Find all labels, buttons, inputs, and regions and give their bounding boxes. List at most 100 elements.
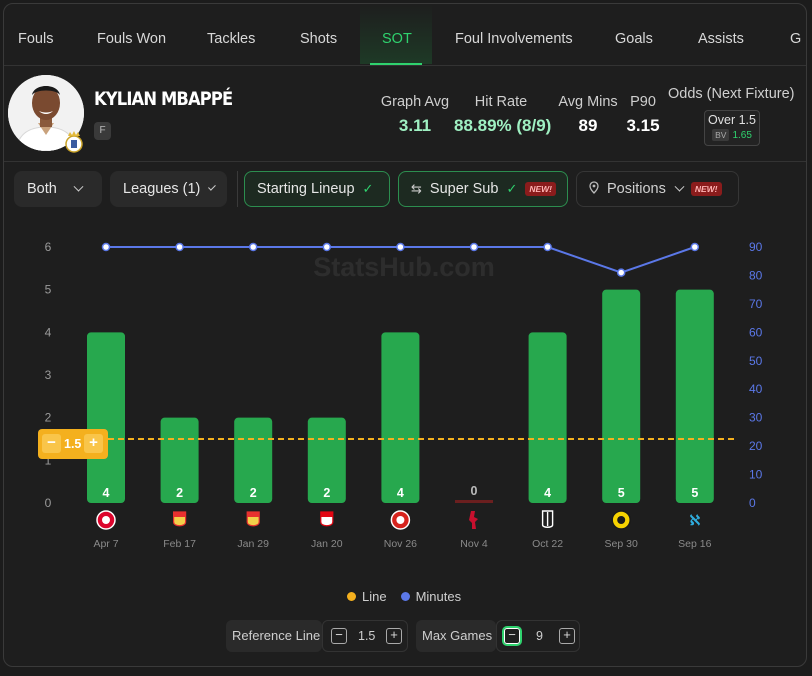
player-avatar (8, 75, 84, 151)
reference-line-control-label: Reference Line (226, 620, 322, 652)
super-sub-toggle[interactable]: ⇆ Super Sub ✓ NEW! (398, 171, 568, 207)
tab-assists[interactable]: Assists (698, 31, 744, 47)
bar-value-label: 4 (544, 486, 551, 500)
stat-tabs: Fouls Fouls Won Tackles Shots SOT Foul I… (4, 4, 806, 66)
reference-line-plus-button[interactable]: + (386, 628, 402, 644)
minutes-line (101, 242, 700, 277)
juventus-crest-icon (541, 510, 554, 528)
bar (675, 289, 714, 503)
positions-dropdown[interactable]: Positions NEW! (576, 171, 739, 207)
crest-shape: ℵ (690, 512, 701, 528)
minutes-point (248, 242, 258, 252)
tab-fouls-won[interactable]: Fouls Won (97, 31, 167, 47)
crest-shape (617, 516, 626, 524)
benfica-crest-icon (246, 511, 260, 527)
player-stats-panel: Fouls Fouls Won Tackles Shots SOT Foul I… (3, 3, 807, 667)
tab-shots[interactable]: Shots (300, 31, 338, 47)
reference-line-widget[interactable]: − 1.5 + (38, 429, 108, 459)
bar-value-label: 2 (323, 486, 330, 500)
stat-value: 3.11 (398, 116, 432, 135)
tab-goals[interactable]: Goals (615, 31, 653, 47)
marseille-crest-icon: ℵ (690, 512, 701, 528)
stat-label: Hit Rate (474, 94, 528, 110)
max-games-stepper: − 9 + (496, 620, 580, 652)
tab-tackles[interactable]: Tackles (207, 31, 256, 47)
position-badge: F (94, 122, 111, 140)
x-axis-date-label: Jan 29 (237, 538, 269, 550)
stat-value: 3.15 (626, 116, 660, 135)
x-axis-date-label: Jan 20 (311, 538, 343, 550)
max-games-minus-button[interactable]: − (504, 628, 520, 644)
starting-lineup-label: Starting Lineup (257, 181, 355, 197)
crest-shape (173, 512, 186, 517)
bar (87, 332, 125, 503)
odds-line: Over 1.5 (708, 113, 756, 127)
crest-shape (247, 512, 260, 517)
y-right-tick-label: 50 (749, 354, 763, 368)
both-dropdown[interactable]: Both (14, 171, 102, 207)
stat-label: Graph Avg (380, 94, 450, 110)
tab-fouls[interactable]: Fouls (18, 31, 54, 47)
reference-line-value: 1.5 (64, 437, 82, 451)
x-axis-date-label: Feb 17 (163, 538, 196, 550)
y-right-tick-label: 80 (749, 268, 763, 282)
x-axis-date-label: Nov 4 (460, 538, 488, 550)
super-sub-label: Super Sub (429, 181, 499, 197)
y-left-tick-label: 4 (45, 325, 52, 339)
both-label: Both (27, 181, 57, 197)
odds-box[interactable]: Over 1.5 BV 1.65 (704, 110, 760, 146)
y-right-tick-label: 60 (749, 325, 763, 339)
tab-sot[interactable]: SOT (382, 31, 412, 47)
bar (381, 332, 420, 503)
active-tab-glow (360, 4, 432, 64)
y-axis-left: 0 1 2 3 4 5 6 (45, 240, 52, 510)
starting-lineup-toggle[interactable]: Starting Lineup ✓ (244, 171, 390, 207)
legend-line-label: Line (362, 589, 387, 604)
stat-label: P90 (630, 94, 656, 110)
bar-value-label: 5 (618, 486, 625, 500)
x-axis: Apr 7 Feb 17 Jan 29 Jan 20 Nov 26 Nov 4 Oct 22… (93, 510, 712, 550)
max-games-stepper-value: 9 (536, 629, 543, 643)
bars: 4 2 2 2 4 0 4 5 5 (87, 289, 714, 503)
y-right-tick-label: 30 (749, 411, 763, 425)
y-right-tick-label: 70 (749, 297, 763, 311)
increase-line-button[interactable]: + (84, 434, 103, 453)
minutes-point (469, 242, 479, 252)
max-games-control-label: Max Games (416, 620, 496, 652)
stat-hit-rate: Hit Rate 88.89% (8/9) (454, 94, 552, 136)
minutes-point (690, 242, 700, 252)
positions-label: Positions (607, 181, 666, 197)
legend-minutes-label: Minutes (415, 589, 462, 604)
stat-graph-avg: Graph Avg 3.11 (377, 94, 453, 136)
tab-foul-involvements[interactable]: Foul Involvements (455, 31, 573, 47)
leagues-dropdown[interactable]: Leagues (1) (110, 171, 227, 207)
minutes-point (322, 242, 332, 252)
y-left-tick-label: 0 (45, 496, 52, 510)
crest-shape (320, 512, 333, 517)
olympiacos-crest-icon (390, 510, 411, 530)
reference-line-stepper: − 1.5 + (322, 620, 408, 652)
x-axis-date-label: Sep 16 (678, 538, 711, 550)
max-games-plus-button[interactable]: + (559, 628, 575, 644)
bar-value-label: 4 (397, 486, 404, 500)
x-axis-date-label: Nov 26 (384, 538, 417, 550)
stat-value: 88.89% (8/9) (454, 116, 552, 135)
bar-value-label: 2 (250, 486, 257, 500)
y-left-tick-label: 6 (45, 240, 52, 254)
bar (528, 332, 567, 503)
tab-more[interactable]: G (790, 31, 802, 47)
stat-p90: P90 3.15 (622, 94, 664, 136)
real-madrid-crest-icon (64, 130, 84, 154)
young-boys-crest-icon (611, 510, 631, 530)
check-icon: ✓ (506, 181, 518, 196)
minutes-point (175, 242, 184, 252)
reference-line-minus-button[interactable]: − (331, 628, 347, 644)
y-right-tick-label: 10 (749, 468, 763, 482)
decrease-line-button[interactable]: − (42, 434, 61, 453)
liverpool-crest-icon (469, 511, 478, 529)
chart-legend: Line Minutes (347, 589, 461, 604)
y-right-tick-label: 40 (749, 382, 763, 396)
bar-value-label: 4 (103, 486, 110, 500)
filter-divider (237, 171, 238, 207)
